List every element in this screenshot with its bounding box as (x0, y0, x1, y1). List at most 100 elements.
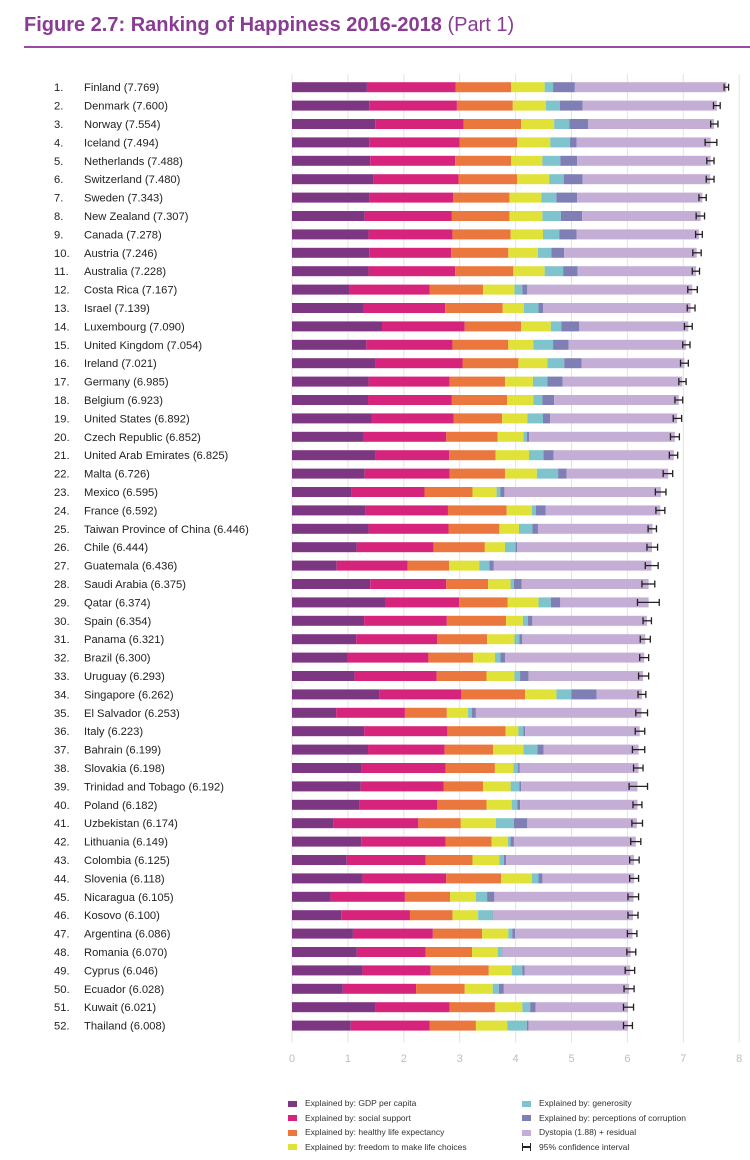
bar-segment-social (375, 1002, 450, 1013)
bar-segment-corruption (500, 487, 505, 497)
country-label: Saudi Arabia (6.375) (84, 579, 186, 591)
bar-segment-health (447, 505, 507, 516)
country-label: Lithuania (6.149) (84, 837, 168, 849)
country-label: Trinidad and Tobago (6.192) (84, 781, 224, 793)
bar-segment-freedom (511, 82, 545, 93)
bar-segment-freedom (446, 707, 469, 718)
rank-label: 48. (54, 947, 70, 959)
legend-label: Explained by: generosity (539, 1098, 632, 1108)
country-label: Canada (7.278) (84, 229, 162, 241)
bar-segment-freedom (473, 652, 495, 663)
bar-segment-gdp (292, 947, 357, 957)
bar-segment-generosity (507, 836, 511, 847)
country-label: Costa Rica (7.167) (84, 285, 178, 297)
bar-segment-freedom (517, 137, 551, 148)
bar-segment-gdp (292, 781, 361, 792)
bar-segment-social (369, 192, 453, 203)
bar-segment-generosity (554, 119, 570, 129)
bar-segment-freedom (483, 284, 515, 295)
bar-segment-social (369, 247, 452, 258)
bar-segment-dystopia (521, 579, 649, 589)
bar-segment-generosity (507, 1020, 527, 1031)
bar-segment-corruption (520, 671, 529, 681)
bar-segment-gdp (292, 450, 376, 461)
bar-segment-freedom (488, 965, 512, 976)
bar-segment-generosity (518, 523, 533, 534)
rank-label: 8. (54, 211, 63, 223)
bar-segment-health (449, 1002, 495, 1013)
bar-segment-freedom (525, 689, 557, 700)
bar-segment-dystopia (564, 247, 697, 258)
bar-segment-freedom (517, 174, 550, 185)
bar-segment-corruption (537, 744, 544, 755)
rank-label: 17. (54, 377, 70, 389)
bar-segment-gdp (292, 965, 363, 976)
bar-segment-social (362, 873, 447, 884)
country-label: Guatemala (6.436) (84, 561, 178, 573)
bar-segment-health (445, 763, 495, 773)
bar-segment-dystopia (503, 983, 630, 994)
bar-segment-dystopia (596, 689, 642, 700)
bar-segment-social (336, 560, 408, 571)
bar-segment-freedom (504, 468, 537, 479)
legend-swatch (522, 1100, 531, 1107)
bar-segment-generosity (522, 615, 528, 626)
bar-segment-gdp (292, 542, 357, 553)
bar-segment-dystopia (550, 413, 678, 424)
country-label: Norway (7.554) (84, 119, 161, 131)
bar-segment-dystopia (542, 303, 691, 313)
bar-segment-social (368, 266, 456, 277)
bar-segment-social (370, 155, 456, 166)
rank-label: 21. (54, 450, 70, 462)
bar-segment-health (446, 615, 507, 626)
bar-segment-corruption (560, 211, 583, 221)
bar-segment-corruption (532, 523, 538, 534)
figure-title-main: Figure 2.7: Ranking of Happiness 2016-20… (24, 14, 442, 36)
bar-segment-health (456, 100, 513, 111)
country-label: Brazil (6.300) (84, 653, 151, 665)
rank-label: 47. (54, 929, 70, 941)
rank-label: 33. (54, 671, 70, 683)
bar-segment-corruption (553, 339, 569, 350)
bar-segment-generosity (531, 505, 536, 516)
bar-segment-generosity (510, 781, 520, 792)
bar-segment-generosity (513, 763, 518, 773)
rank-label: 44. (54, 873, 70, 885)
bar-segment-freedom (488, 579, 511, 589)
bar-segment-freedom (475, 1020, 508, 1031)
bar-segment-generosity (494, 652, 501, 663)
bar-segment-freedom (508, 247, 538, 258)
bar-segment-gdp (292, 615, 365, 626)
bar-segment-social (381, 321, 465, 332)
bar-segment-corruption (571, 689, 597, 700)
bar-segment-freedom (504, 376, 533, 387)
bar-segment-corruption (471, 707, 476, 718)
rank-label: 3. (54, 119, 63, 131)
bar-segment-health (407, 560, 450, 571)
bar-segment-gdp (292, 652, 348, 663)
bar-segment-corruption (487, 891, 495, 902)
bar-segment-health (437, 634, 488, 645)
bar-segment-generosity (533, 395, 543, 405)
country-label: Switzerland (7.480) (84, 174, 181, 186)
country-label: Australia (7.228) (84, 266, 166, 278)
country-label: Luxembourg (7.090) (84, 321, 185, 333)
bar-segment-generosity (531, 873, 539, 884)
bar-segment-health (455, 266, 514, 277)
bar-segment-gdp (292, 634, 357, 645)
bar-segment-health (433, 542, 485, 553)
bar-segment-social (370, 579, 447, 589)
bar-segment-health (446, 873, 502, 884)
bar-segment-generosity (511, 799, 518, 810)
bar-segment-social (361, 763, 446, 773)
bar-segment-generosity (499, 855, 504, 865)
bar-segment-social (364, 726, 448, 737)
bar-segment-generosity (514, 634, 520, 645)
country-label: Nicaragua (6.105) (84, 892, 174, 904)
bar-segment-corruption (517, 763, 520, 773)
country-label: Israel (7.139) (84, 303, 150, 315)
country-label: Slovakia (6.198) (84, 763, 165, 775)
bar-segment-gdp (292, 910, 342, 921)
bar-segment-dystopia (520, 799, 638, 810)
bar-segment-corruption (550, 597, 561, 608)
